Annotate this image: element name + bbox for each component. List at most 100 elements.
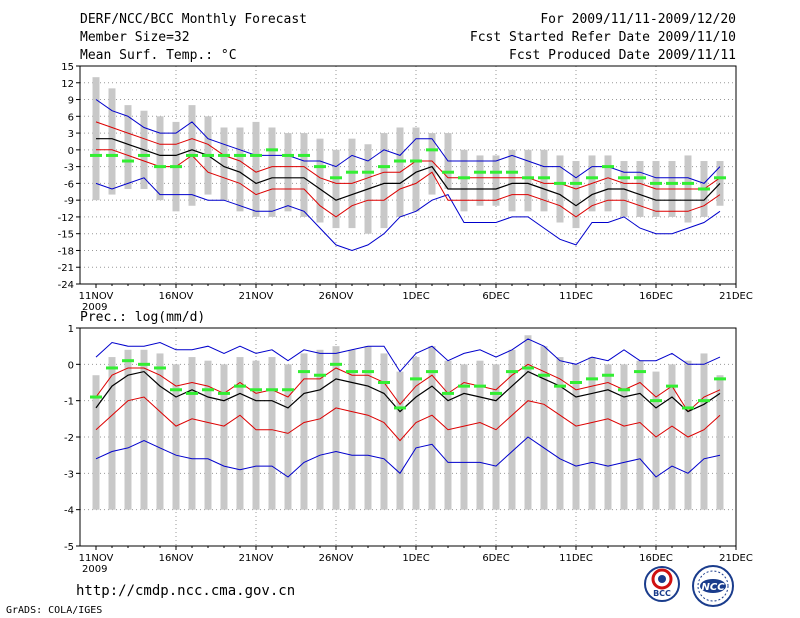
temp-range-bar: [508, 149, 516, 212]
temp-mean-marker: [650, 181, 662, 185]
prec-mean-marker: [650, 399, 662, 403]
prec-mean-marker: [218, 391, 230, 395]
prec-xtick-label: 16DEC: [639, 553, 673, 564]
temp-mean-marker: [410, 159, 422, 163]
temp-mean-marker: [426, 148, 438, 152]
prec-mean-marker: [570, 381, 582, 384]
prec-mean-marker: [442, 391, 454, 395]
prec-range-bar: [364, 346, 372, 510]
prec-mean-marker: [202, 388, 214, 392]
member-size: Member Size=32: [80, 30, 190, 45]
temp-q25-line: [96, 149, 721, 218]
prec-plot-frame: [79, 327, 737, 547]
prec-range-bar: [220, 364, 228, 510]
temp-range-bar: [156, 116, 164, 201]
prec-mean-marker: [154, 366, 166, 370]
prec-q75-line: [95, 363, 721, 413]
prec-lower-line: [95, 436, 721, 478]
prec-mean-marker: [234, 384, 246, 388]
grads-credit: GrADS: COLA/IGES: [6, 605, 103, 616]
prec-range-bar: [108, 357, 116, 510]
prec-range-bar: [124, 349, 132, 510]
ncc-logo-text: NCC: [701, 582, 725, 593]
prec-range-bar: [140, 349, 148, 510]
temp-ytick-label: 15: [61, 62, 74, 73]
prec-range-bar: [268, 357, 276, 510]
prec-range-bar: [652, 371, 660, 510]
prec-mean-marker: [538, 373, 550, 377]
prec-range-bar: [428, 346, 436, 510]
precipitation-panel: 1 0 -1 -2 -3 -4 -5 11NOV 16NOV 21NOV 26NOV 1DEC 6DEC…: [64, 324, 753, 575]
prec-mean-marker: [394, 406, 406, 410]
prec-mean-marker: [554, 384, 566, 388]
temp-mean-marker: [538, 176, 550, 180]
temp-range-bar: [252, 121, 260, 217]
prec-mean-marker: [634, 370, 646, 374]
prec-ytick-label: -4: [64, 506, 74, 517]
prec-range-bar: [684, 360, 692, 510]
temp-xtick-label: 16NOV: [159, 291, 194, 302]
temp-range-bar: [300, 133, 308, 217]
temp-mean-marker: [474, 170, 486, 174]
temp-xtick-label: 1DEC: [402, 291, 429, 302]
temp-mean-marker: [442, 170, 454, 174]
temp-range-bar: [284, 133, 292, 212]
prec-mean-marker: [266, 388, 278, 392]
temp-mean-marker: [618, 176, 630, 180]
prec-range-bar: [284, 364, 292, 510]
temp-mean-marker: [394, 159, 406, 163]
prec-mean-marker: [90, 395, 102, 399]
prec-range-bar: [556, 357, 564, 510]
prec-mean-marker: [170, 388, 182, 392]
prec-mean-marker: [474, 384, 486, 388]
temp-ytick-label: -6: [64, 179, 74, 190]
prec-mean-marker: [138, 362, 150, 366]
temp-mean-marker: [250, 153, 262, 157]
temp-mean-marker: [298, 153, 310, 157]
prec-range-bar: [332, 346, 340, 510]
prec-xtick-label: 21DEC: [719, 553, 753, 564]
prec-mean-marker: [186, 391, 198, 395]
temp-mean-marker: [506, 170, 518, 174]
temp-ytick-label: 6: [68, 112, 74, 123]
prec-xtick-label: 6DEC: [482, 553, 509, 564]
prec-range-bar: [252, 360, 260, 510]
temp-mean-marker: [362, 170, 374, 174]
prec-mean-marker: [682, 406, 694, 410]
temp-range-bar: [380, 133, 388, 229]
prec-xtick-label: 16NOV: [159, 553, 194, 564]
temp-mean-marker: [490, 170, 502, 174]
temp-mean-marker: [458, 176, 470, 180]
prec-mean-marker: [522, 366, 534, 370]
temp-ytick-label: 9: [68, 96, 74, 107]
prec-range-bar: [588, 357, 596, 510]
temp-xtick-label: 11NOV: [79, 291, 114, 302]
temp-range-bar: [604, 155, 612, 212]
temp-mean-marker: [186, 153, 198, 157]
prec-mean-marker: [586, 377, 598, 381]
prec-ytick-label: 1: [68, 324, 74, 335]
temp-ytick-label: 3: [68, 129, 74, 140]
prec-mean-marker: [106, 366, 118, 370]
prec-range-bar: [572, 364, 580, 510]
forecast-period: For 2009/11/11-2009/12/20: [540, 12, 736, 27]
prec-mean-marker: [506, 370, 518, 374]
prec-range-bar: [236, 357, 244, 510]
prec-mean-marker: [602, 373, 614, 377]
temp-ytick-label: -3: [64, 163, 74, 174]
forecast-start-date: Fcst Started Refer Date 2009/11/10: [469, 30, 736, 45]
temp-q75-line: [95, 121, 721, 190]
temp-mean-marker: [634, 176, 646, 180]
temp-mean-marker: [698, 187, 710, 191]
prec-range-bar: [620, 364, 628, 510]
prec-range-bar: [188, 357, 196, 510]
temperature-variable-label: Mean Surf. Temp.: °C: [80, 48, 237, 63]
prec-range-bar: [540, 346, 548, 510]
prec-range-bar: [380, 353, 388, 510]
prec-mean-marker: [122, 359, 134, 363]
prec-ytick-label: -2: [64, 433, 74, 444]
temp-ytick-label: -9: [64, 196, 74, 207]
prec-mean-marker: [666, 384, 678, 388]
temp-mean-marker: [346, 170, 358, 174]
